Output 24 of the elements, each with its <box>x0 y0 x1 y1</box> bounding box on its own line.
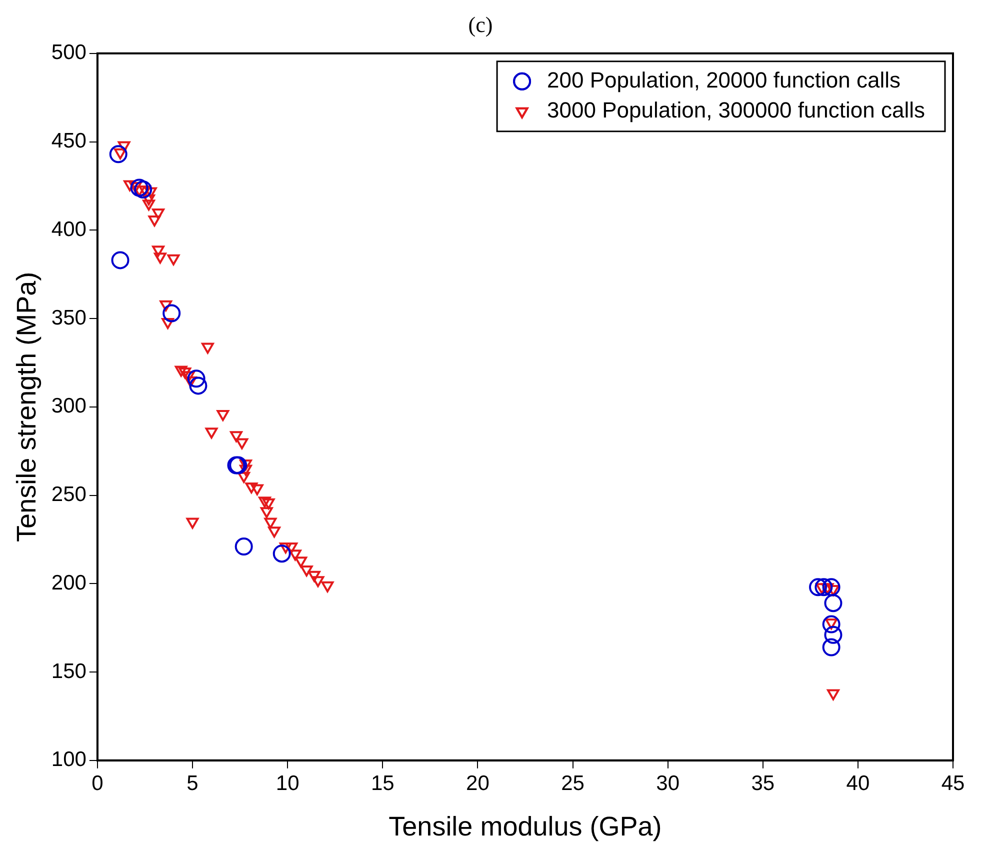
y-tick-label: 250 <box>51 483 86 506</box>
y-tick-label: 300 <box>51 394 86 418</box>
y-tick-label: 200 <box>51 571 86 594</box>
y-tick-label: 500 <box>51 41 86 64</box>
y-tick-label: 450 <box>51 130 86 153</box>
x-tick-label: 45 <box>941 772 965 795</box>
x-tick-label: 0 <box>92 772 104 795</box>
x-tick-label: 35 <box>751 772 775 795</box>
y-axis-title: Tensile strength (MPa) <box>12 272 42 542</box>
legend-label: 3000 Population, 300000 function calls <box>547 97 925 122</box>
x-tick-label: 25 <box>561 772 584 795</box>
y-tick-label: 400 <box>51 218 86 241</box>
x-tick-label: 10 <box>276 772 300 795</box>
x-axis-title: Tensile modulus (GPa) <box>388 811 662 842</box>
x-tick-label: 40 <box>846 772 870 795</box>
legend-label: 200 Population, 20000 function calls <box>547 67 901 92</box>
y-tick-label: 150 <box>51 660 86 683</box>
chart-title: (c) <box>468 12 493 37</box>
y-tick-label: 100 <box>51 748 86 772</box>
x-tick-label: 15 <box>370 772 394 795</box>
x-tick-label: 5 <box>186 772 198 795</box>
x-tick-label: 20 <box>466 772 490 795</box>
x-tick-label: 30 <box>656 772 680 795</box>
y-tick-label: 350 <box>51 306 86 330</box>
